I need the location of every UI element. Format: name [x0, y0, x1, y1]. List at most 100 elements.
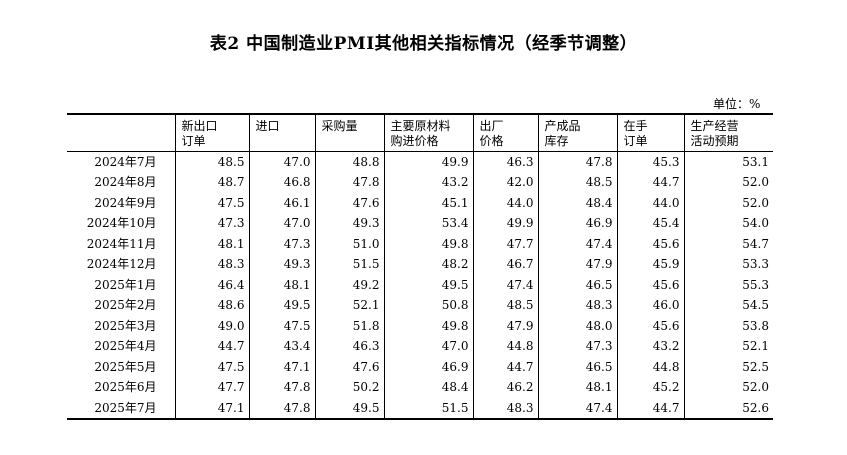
table-cell: 48.4: [383, 377, 473, 398]
table-cell: 48.1: [174, 233, 249, 254]
table-cell: 44.8: [616, 356, 684, 377]
table-row: 2025年3月 49.0 47.5 51.8 49.8 47.9 48.0 45.6 53.8: [67, 315, 773, 336]
table-cell: 47.8: [248, 377, 315, 398]
table-cell: 46.5: [537, 274, 617, 295]
table-cell: 44.7: [616, 397, 684, 419]
table-cell: 50.2: [314, 377, 384, 398]
table-cell: 44.7: [472, 356, 538, 377]
table-cell: 44.0: [616, 192, 684, 213]
table-cell: 47.5: [174, 356, 249, 377]
table-cell: 43.2: [383, 172, 473, 193]
table-row: 2025年4月 44.7 43.4 46.3 47.0 44.8 47.3 43.2 52.1: [67, 336, 773, 357]
table-cell: 49.5: [383, 274, 473, 295]
row-label: 2024年11月: [86, 236, 157, 251]
column-header-line1: 生产经营: [690, 119, 739, 133]
table-cell: 46.9: [383, 356, 473, 377]
table-cell: 46.2: [472, 377, 538, 398]
table-cell: 47.3: [248, 233, 315, 254]
table-cell: 48.8: [314, 151, 384, 172]
column-header-line2: 订单: [181, 134, 206, 148]
table-cell: 47.3: [537, 336, 617, 357]
table-cell: 46.8: [248, 172, 315, 193]
row-label: 2025年1月: [94, 277, 157, 292]
table-cell: 52.0: [683, 377, 773, 398]
table-cell: 51.5: [314, 254, 384, 275]
row-label: 2024年9月: [94, 195, 157, 210]
table-cell: 49.0: [174, 315, 249, 336]
table-cell: 48.1: [248, 274, 315, 295]
row-label: 2024年7月: [94, 154, 157, 169]
table-cell: 46.3: [472, 151, 538, 172]
table-cell: 47.0: [248, 151, 315, 172]
table-cell: 47.7: [472, 233, 538, 254]
column-header: 生产经营 活动预期: [683, 114, 773, 152]
column-header-line1: 新出口: [181, 119, 218, 133]
table-cell: 48.2: [383, 254, 473, 275]
table-cell: 53.8: [683, 315, 773, 336]
table-row: 2024年9月 47.5 46.1 47.6 45.1 44.0 48.4 44.0 52.0: [67, 192, 773, 213]
table-row: 2025年6月 47.7 47.8 50.2 48.4 46.2 48.1 45.2 52.0: [67, 377, 773, 398]
column-header-line1: 在手: [623, 119, 648, 133]
table-cell: 54.5: [683, 295, 773, 316]
column-header: 采购量: [314, 114, 384, 152]
table-cell: 47.5: [174, 192, 249, 213]
column-header: 主要原材料 购进价格: [383, 114, 473, 152]
column-header-line2: 购进价格: [390, 134, 439, 148]
table-cell: 49.9: [472, 213, 538, 234]
column-header: 新出口 订单: [174, 114, 249, 152]
table-cell: 47.8: [537, 151, 617, 172]
row-label: 2025年7月: [94, 400, 157, 415]
column-header-line2: 活动预期: [690, 134, 739, 148]
table-cell: 47.9: [472, 315, 538, 336]
table-cell: 45.2: [616, 377, 684, 398]
column-header-line1: 产成品: [544, 119, 581, 133]
table-cell: 46.0: [616, 295, 684, 316]
table-cell: 52.0: [683, 172, 773, 193]
table-cell: 48.3: [472, 397, 538, 419]
table-cell: 44.7: [616, 172, 684, 193]
table-cell: 47.4: [537, 397, 617, 419]
table-cell: 47.0: [383, 336, 473, 357]
table-cell: 49.5: [248, 295, 315, 316]
pmi-indicators-table: 新出口 订单 进口 采购量 主要原材料 购进价格 出厂 价格 产成品 库存 在手 订单 生…: [67, 113, 773, 420]
table-cell: 47.7: [174, 377, 249, 398]
table-row: 2024年8月 48.7 46.8 47.8 43.2 42.0 48.5 44.7 52.0: [67, 172, 773, 193]
table-cell: 49.8: [383, 233, 473, 254]
row-label: 2025年6月: [94, 380, 157, 395]
table-row: 2024年12月 48.3 49.3 51.5 48.2 46.7 47.9 45.9 53.3: [67, 254, 773, 275]
table-cell: 53.4: [383, 213, 473, 234]
table-row: 2025年2月 48.6 49.5 52.1 50.8 48.5 48.3 46.0 54.5: [67, 295, 773, 316]
table-body: 2024年7月 48.5 47.0 48.8 49.9 46.3 47.8 45.3 53.1 2…: [67, 151, 773, 419]
row-label: 2025年5月: [94, 359, 157, 374]
table-cell: 45.3: [616, 151, 684, 172]
table-cell: 50.8: [383, 295, 473, 316]
column-header-line1: 出厂: [479, 119, 504, 133]
table-cell: 47.9: [537, 254, 617, 275]
table-cell: 45.6: [616, 274, 684, 295]
row-label: 2025年2月: [94, 298, 157, 313]
table-cell: 46.7: [472, 254, 538, 275]
row-label: 2025年4月: [94, 339, 157, 354]
table-cell: 46.9: [537, 213, 617, 234]
table-row: 2024年11月 48.1 47.3 51.0 49.8 47.7 47.4 45.6 54.7: [67, 233, 773, 254]
row-label: 2024年12月: [86, 257, 157, 272]
table-cell: 48.6: [174, 295, 249, 316]
table-cell: 51.8: [314, 315, 384, 336]
table-cell: 47.5: [248, 315, 315, 336]
unit-label: 单位：%: [713, 97, 761, 111]
table-cell: 48.0: [537, 315, 617, 336]
row-label: 2024年8月: [94, 175, 157, 190]
column-header-line2: 库存: [544, 134, 569, 148]
column-header: 进口: [248, 114, 315, 152]
table-cell: 47.4: [472, 274, 538, 295]
table-cell: 52.5: [683, 356, 773, 377]
column-header-line1: 进口: [255, 119, 280, 133]
table-cell: 43.4: [248, 336, 315, 357]
table-cell: 44.7: [174, 336, 249, 357]
table-cell: 49.5: [314, 397, 384, 419]
table-cell: 52.0: [683, 192, 773, 213]
table-cell: 47.1: [174, 397, 249, 419]
column-header-line1: 采购量: [321, 119, 358, 133]
table-cell: 44.0: [472, 192, 538, 213]
column-header-line2: 订单: [623, 134, 648, 148]
